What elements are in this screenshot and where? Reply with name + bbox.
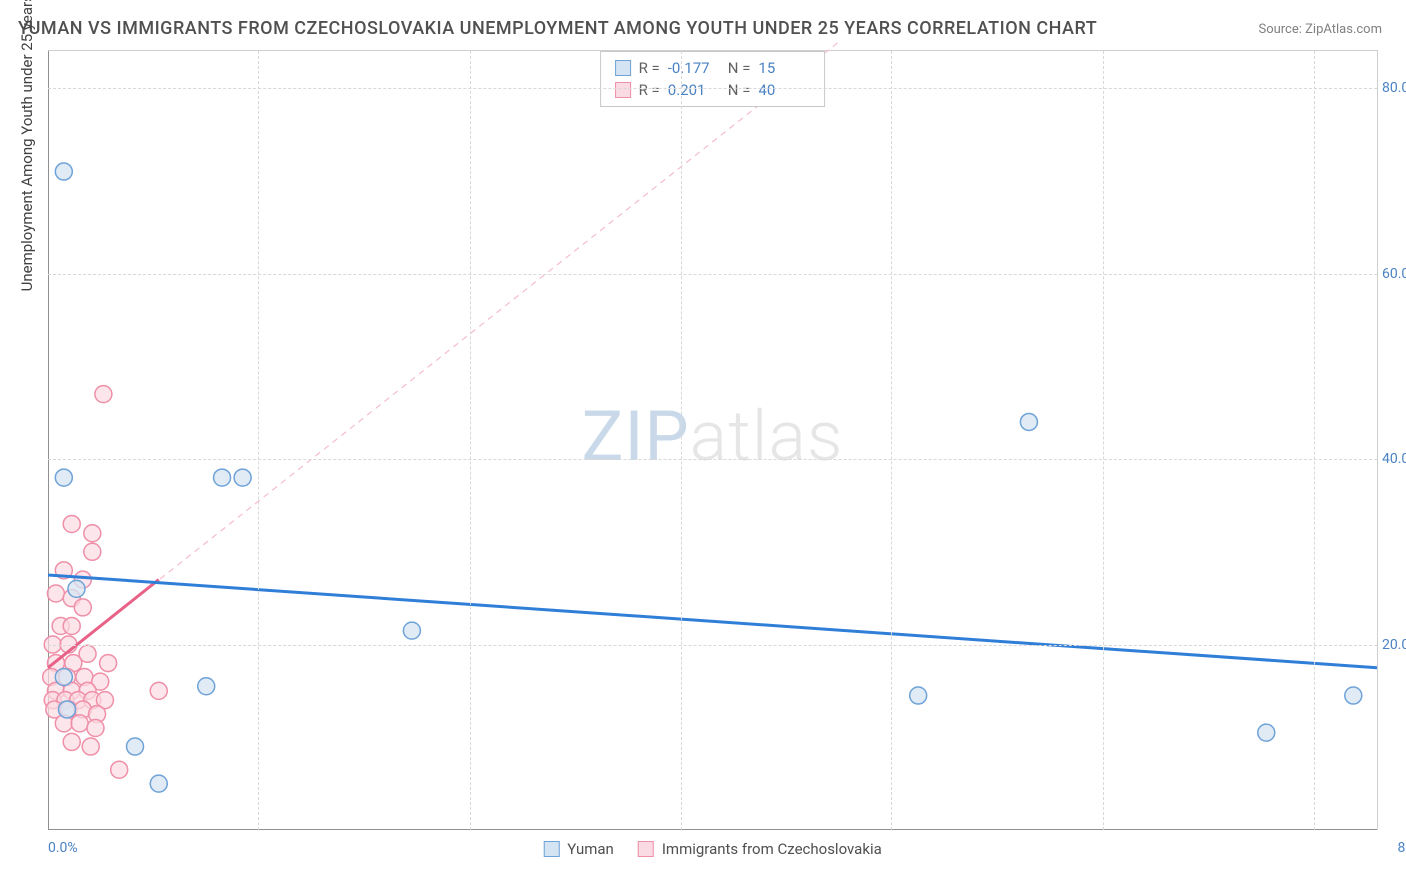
legend-r-value: -0.177: [668, 57, 720, 79]
trend-line: [48, 575, 1377, 668]
data-point-yuman: [58, 701, 75, 718]
data-point-czech: [71, 715, 88, 732]
ytick-label: 80.0%: [1382, 80, 1406, 96]
gridline-v: [891, 51, 892, 830]
y-axis-title: Unemployment Among Youth under 25 years: [18, 0, 36, 291]
gridline-v: [1314, 51, 1315, 830]
data-point-yuman: [1020, 413, 1037, 430]
xtick-label: 0.0%: [48, 840, 78, 856]
legend-swatch-blue: [543, 841, 559, 857]
gridline-h: [48, 274, 1377, 275]
legend-r-label: R =: [639, 79, 660, 101]
gridline-v: [681, 51, 682, 830]
data-point-yuman: [234, 469, 251, 486]
data-point-czech: [63, 617, 80, 634]
legend-swatch-blue: [615, 60, 631, 76]
data-point-yuman: [403, 622, 420, 639]
ytick-label: 40.0%: [1382, 451, 1406, 467]
data-point-czech: [82, 738, 99, 755]
legend-n-value: 15: [758, 57, 810, 79]
legend-bottom: Yuman Immigrants from Czechoslovakia: [543, 840, 882, 858]
gridline-h: [48, 645, 1377, 646]
data-point-czech: [63, 733, 80, 750]
data-point-czech: [150, 682, 167, 699]
gridline-h: [48, 88, 1377, 89]
data-point-czech: [63, 515, 80, 532]
data-point-yuman: [214, 469, 231, 486]
legend-r-value: 0.201: [668, 79, 720, 101]
data-point-yuman: [910, 687, 927, 704]
data-point-czech: [100, 655, 117, 672]
legend-n-value: 40: [758, 79, 810, 101]
data-point-czech: [111, 761, 128, 778]
data-point-czech: [84, 543, 101, 560]
ytick-label: 60.0%: [1382, 266, 1406, 282]
legend-item-czech: Immigrants from Czechoslovakia: [638, 840, 882, 858]
trend-line-extrapolated: [48, 42, 839, 668]
legend-swatch-pink: [638, 841, 654, 857]
legend-label: Yuman: [567, 840, 614, 858]
legend-n-label: N =: [728, 57, 751, 79]
data-point-czech: [95, 386, 112, 403]
legend-item-yuman: Yuman: [543, 840, 614, 858]
data-point-yuman: [55, 469, 72, 486]
legend-label: Immigrants from Czechoslovakia: [662, 840, 882, 858]
legend-top-row: R = 0.201 N = 40: [615, 79, 811, 101]
source-label: Source: ZipAtlas.com: [1258, 22, 1382, 37]
gridline-v: [470, 51, 471, 830]
data-point-czech: [84, 525, 101, 542]
ytick-label: 20.0%: [1382, 637, 1406, 653]
chart-svg: [48, 51, 1377, 830]
xtick-label: 80.0%: [1397, 840, 1406, 856]
plot-area: ZIPatlas R = -0.177 N = 15 R = 0.201 N =…: [48, 50, 1378, 830]
legend-top-row: R = -0.177 N = 15: [615, 57, 811, 79]
legend-r-label: R =: [639, 57, 660, 79]
gridline-h: [48, 459, 1377, 460]
data-point-yuman: [55, 163, 72, 180]
legend-swatch-pink: [615, 82, 631, 98]
data-point-yuman: [1258, 724, 1275, 741]
data-point-yuman: [150, 775, 167, 792]
data-point-yuman: [55, 668, 72, 685]
gridline-v: [258, 51, 259, 830]
data-point-czech: [47, 585, 64, 602]
data-point-yuman: [68, 580, 85, 597]
chart-title: YUMAN VS IMMIGRANTS FROM CZECHOSLOVAKIA …: [18, 18, 1097, 39]
gridline-v: [1103, 51, 1104, 830]
data-point-yuman: [127, 738, 144, 755]
data-point-yuman: [1345, 687, 1362, 704]
data-point-yuman: [198, 678, 215, 695]
data-point-czech: [87, 719, 104, 736]
legend-top: R = -0.177 N = 15 R = 0.201 N = 40: [600, 51, 826, 107]
legend-n-label: N =: [728, 79, 751, 101]
data-point-czech: [74, 599, 91, 616]
